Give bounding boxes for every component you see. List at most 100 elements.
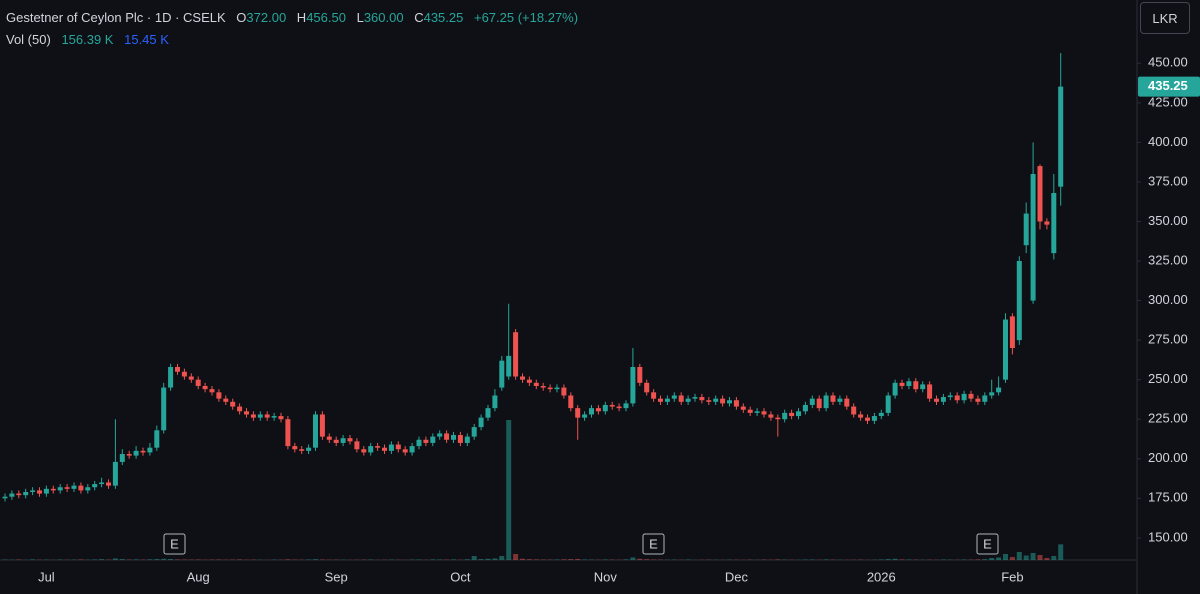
y-tick-label: 375.00	[1148, 173, 1188, 188]
candle-body	[464, 436, 470, 443]
event-label[interactable]: E	[649, 536, 658, 551]
candle-body	[216, 392, 222, 399]
candle-body	[1051, 192, 1057, 254]
candle-body	[423, 439, 429, 443]
volume-bar	[147, 559, 153, 560]
y-tick-label: 225.00	[1148, 411, 1188, 426]
ohlc-label: L	[356, 10, 364, 25]
volume-bar	[16, 559, 22, 560]
candle-body	[664, 398, 670, 402]
volume-bar	[112, 558, 118, 560]
volume-bar	[430, 559, 436, 560]
y-tick-label: 150.00	[1148, 529, 1188, 544]
candle-body	[202, 385, 208, 390]
volume-bar	[982, 559, 988, 560]
candle-body	[1003, 319, 1008, 380]
candle-body	[575, 408, 581, 418]
volume-bar	[623, 559, 629, 560]
candle-body	[313, 414, 318, 448]
y-tick-label: 175.00	[1148, 490, 1188, 505]
candle-body	[547, 387, 553, 390]
volume-bar	[119, 559, 125, 560]
y-tick-label: 250.00	[1148, 371, 1188, 386]
candle-body	[802, 404, 808, 412]
volume-bar	[602, 559, 608, 560]
candle-body	[623, 403, 629, 409]
candle-body	[533, 382, 539, 386]
candle-body	[361, 449, 367, 453]
candle-body	[444, 433, 450, 440]
candle-body	[257, 414, 263, 418]
candle-body	[851, 406, 857, 415]
volume-bar	[285, 559, 291, 560]
candle-body	[526, 379, 532, 383]
candle-body	[782, 412, 788, 420]
event-marker[interactable]: E	[163, 533, 186, 555]
candle-body	[264, 414, 270, 418]
x-tick-label: Feb	[1001, 569, 1023, 584]
candle-body	[478, 417, 484, 428]
volume-bar	[1023, 555, 1029, 560]
volume-bar	[492, 558, 498, 560]
candle-body	[975, 398, 981, 402]
volume-bar	[540, 559, 546, 560]
volume-bar	[1016, 552, 1022, 560]
candle-body	[471, 427, 477, 437]
candle-body	[161, 387, 167, 431]
candle-body	[1009, 316, 1015, 349]
candle-body	[292, 446, 298, 450]
candle-body	[940, 397, 946, 402]
candle-body	[402, 449, 408, 453]
candle-body	[278, 416, 284, 420]
volume-bar	[126, 559, 132, 560]
event-marker[interactable]: E	[976, 533, 999, 555]
candle-body	[71, 485, 77, 489]
candle-body	[340, 438, 346, 443]
volume-bar	[575, 559, 581, 560]
candle-body	[954, 395, 960, 401]
event-marker[interactable]: E	[642, 533, 665, 555]
currency-button[interactable]: LKR	[1140, 2, 1190, 34]
candle-body	[651, 392, 657, 399]
ohlc-value: 360.00	[363, 10, 404, 25]
y-tick-label: 400.00	[1148, 134, 1188, 149]
event-box[interactable]	[642, 533, 665, 555]
volume-bar	[168, 559, 174, 560]
candle-body	[816, 398, 822, 409]
candle-body	[9, 493, 15, 497]
candle-body	[1016, 261, 1022, 341]
volume-bar	[92, 559, 98, 560]
candle-body	[437, 433, 443, 437]
event-label[interactable]: E	[170, 536, 179, 551]
candle-body	[809, 398, 815, 405]
volume-value: 156.39 K	[61, 32, 114, 47]
candle-body	[892, 382, 898, 396]
event-box[interactable]	[976, 533, 999, 555]
candle-body	[23, 491, 29, 496]
candle-body	[927, 384, 933, 399]
volume-bar	[651, 559, 657, 560]
candle-body	[996, 387, 1002, 393]
candle-body	[16, 493, 22, 496]
candle-body	[168, 367, 174, 388]
candle-body	[347, 438, 353, 442]
event-label[interactable]: E	[983, 536, 992, 551]
candle-body	[388, 444, 394, 451]
y-tick-label: 325.00	[1148, 252, 1188, 267]
candle-body	[865, 417, 870, 421]
last-price-label: 435.25	[1148, 78, 1188, 93]
candle-body	[878, 412, 884, 417]
event-box[interactable]	[163, 533, 186, 555]
candle-body	[1030, 174, 1036, 301]
candle-body	[906, 381, 912, 386]
volume-bar	[1044, 558, 1050, 560]
volume-bar	[437, 559, 443, 560]
ohlc-value: 435.25	[423, 10, 464, 25]
volume-bar	[368, 559, 374, 560]
volume-bar	[554, 559, 560, 560]
change: +67.25 (+18.27%)	[473, 10, 579, 25]
volume-bar	[975, 559, 981, 560]
volume-bar	[899, 559, 905, 560]
candle-body	[285, 419, 291, 447]
candle-body	[885, 395, 891, 413]
